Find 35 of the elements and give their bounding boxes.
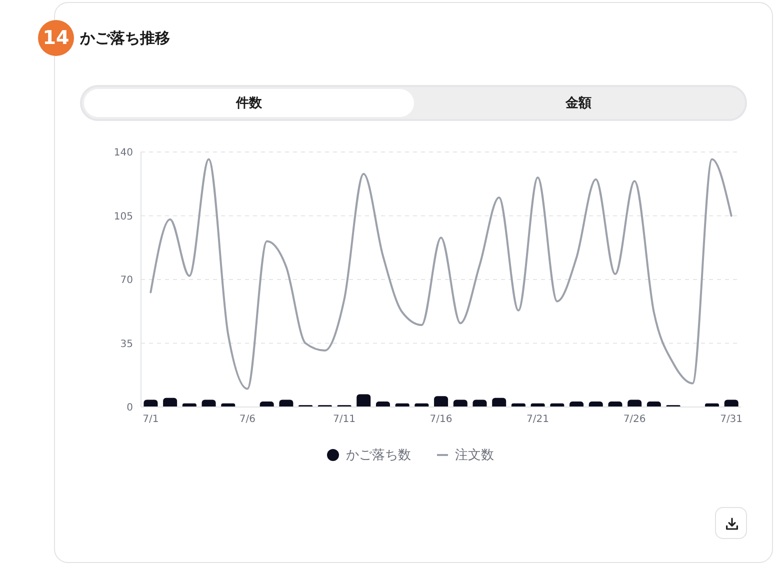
- bar: [434, 396, 448, 407]
- legend-label: 注文数: [454, 447, 494, 464]
- bar: [260, 402, 274, 407]
- bar: [453, 400, 468, 407]
- x-tick-label: 7/1: [142, 414, 159, 426]
- y-tick-label: 105: [114, 211, 133, 222]
- y-tick-label: 0: [126, 402, 133, 414]
- x-tick-label: 7/21: [526, 414, 550, 426]
- y-tick-label: 140: [114, 148, 133, 159]
- y-tick-label: 70: [120, 275, 133, 286]
- bar: [472, 400, 487, 407]
- x-tick-label: 7/6: [239, 414, 256, 426]
- bar: [202, 400, 216, 407]
- x-tick-label: 7/26: [623, 414, 646, 426]
- legend-label: かご落ち数: [345, 447, 411, 464]
- x-tick-label: 7/16: [430, 414, 452, 426]
- bar: [279, 400, 294, 407]
- bar: [144, 400, 158, 407]
- bar: [570, 402, 584, 407]
- bar: [588, 402, 603, 407]
- bar: [356, 394, 371, 407]
- bar: [724, 400, 738, 407]
- segmented-control: 件数 金額: [80, 85, 747, 121]
- x-tick-label: 7/11: [332, 414, 356, 426]
- x-tick-label: 7/31: [720, 414, 743, 426]
- bar: [628, 400, 642, 407]
- chart-title: かご落ち推移: [80, 28, 170, 48]
- line-series: [150, 158, 732, 390]
- y-tick-label: 35: [120, 338, 133, 350]
- bar: [646, 402, 661, 407]
- bar: [608, 402, 622, 407]
- bar: [163, 398, 178, 407]
- number-badge: 14: [38, 20, 74, 56]
- bar: [376, 402, 390, 407]
- bar: [492, 398, 506, 407]
